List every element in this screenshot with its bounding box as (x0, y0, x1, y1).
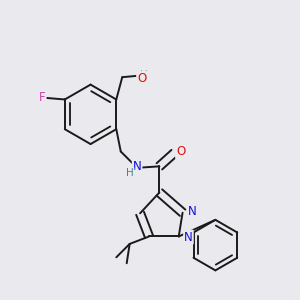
Text: O: O (137, 72, 146, 85)
Text: N: N (133, 160, 142, 173)
Text: N: N (184, 231, 193, 244)
Text: F: F (39, 92, 46, 104)
Text: N: N (188, 205, 197, 218)
Text: H: H (126, 168, 134, 178)
Text: O: O (176, 145, 185, 158)
Text: H: H (140, 70, 148, 80)
